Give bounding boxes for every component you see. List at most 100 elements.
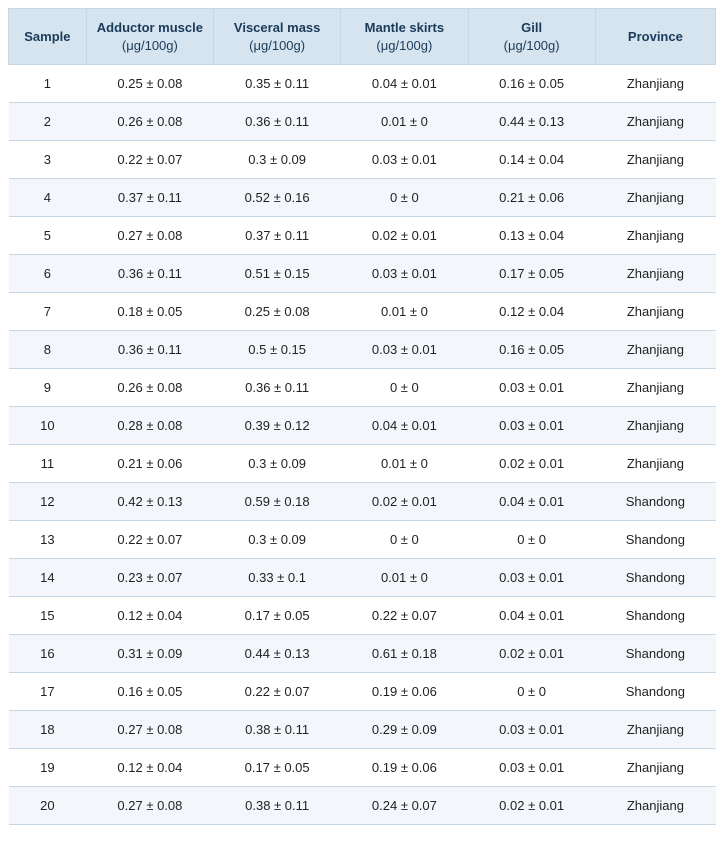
cell-gill: 0.17 ± 0.05 — [468, 255, 595, 293]
cell-province: Shandong — [595, 483, 715, 521]
col-header-gill: Gill (μg/100g) — [468, 9, 595, 65]
cell-gill: 0.03 ± 0.01 — [468, 711, 595, 749]
col-header-label: Visceral mass — [234, 20, 321, 35]
cell-mantle: 0.61 ± 0.18 — [341, 635, 468, 673]
cell-gill: 0.04 ± 0.01 — [468, 597, 595, 635]
cell-visceral: 0.36 ± 0.11 — [214, 369, 341, 407]
cell-province: Zhanjiang — [595, 179, 715, 217]
col-header-unit: (μg/100g) — [376, 38, 432, 53]
cell-visceral: 0.38 ± 0.11 — [214, 787, 341, 825]
cell-visceral: 0.33 ± 0.1 — [214, 559, 341, 597]
cell-mantle: 0.03 ± 0.01 — [341, 331, 468, 369]
cell-sample: 20 — [9, 787, 87, 825]
col-header-unit: (μg/100g) — [249, 38, 305, 53]
cell-mantle: 0.29 ± 0.09 — [341, 711, 468, 749]
cell-sample: 19 — [9, 749, 87, 787]
cell-province: Zhanjiang — [595, 103, 715, 141]
cell-visceral: 0.17 ± 0.05 — [214, 749, 341, 787]
cell-visceral: 0.3 ± 0.09 — [214, 445, 341, 483]
cell-adductor: 0.16 ± 0.05 — [86, 673, 213, 711]
cell-mantle: 0.24 ± 0.07 — [341, 787, 468, 825]
cell-province: Zhanjiang — [595, 293, 715, 331]
cell-sample: 16 — [9, 635, 87, 673]
cell-mantle: 0 ± 0 — [341, 179, 468, 217]
col-header-label: Mantle skirts — [365, 20, 444, 35]
table-row: 130.22 ± 0.070.3 ± 0.090 ± 00 ± 0Shandon… — [9, 521, 716, 559]
table-row: 170.16 ± 0.050.22 ± 0.070.19 ± 0.060 ± 0… — [9, 673, 716, 711]
cell-province: Zhanjiang — [595, 217, 715, 255]
cell-province: Shandong — [595, 521, 715, 559]
col-header-province: Province — [595, 9, 715, 65]
cell-adductor: 0.37 ± 0.11 — [86, 179, 213, 217]
cell-adductor: 0.18 ± 0.05 — [86, 293, 213, 331]
cell-sample: 17 — [9, 673, 87, 711]
cell-adductor: 0.36 ± 0.11 — [86, 331, 213, 369]
table-row: 80.36 ± 0.110.5 ± 0.150.03 ± 0.010.16 ± … — [9, 331, 716, 369]
cell-sample: 18 — [9, 711, 87, 749]
table-row: 90.26 ± 0.080.36 ± 0.110 ± 00.03 ± 0.01Z… — [9, 369, 716, 407]
table-row: 50.27 ± 0.080.37 ± 0.110.02 ± 0.010.13 ±… — [9, 217, 716, 255]
cell-adductor: 0.12 ± 0.04 — [86, 749, 213, 787]
cell-visceral: 0.38 ± 0.11 — [214, 711, 341, 749]
cell-sample: 5 — [9, 217, 87, 255]
cell-visceral: 0.22 ± 0.07 — [214, 673, 341, 711]
cell-province: Zhanjiang — [595, 255, 715, 293]
cell-mantle: 0.22 ± 0.07 — [341, 597, 468, 635]
cell-gill: 0 ± 0 — [468, 673, 595, 711]
table-body: 10.25 ± 0.080.35 ± 0.110.04 ± 0.010.16 ±… — [9, 65, 716, 825]
col-header-sample: Sample — [9, 9, 87, 65]
table-row: 30.22 ± 0.070.3 ± 0.090.03 ± 0.010.14 ± … — [9, 141, 716, 179]
cell-visceral: 0.17 ± 0.05 — [214, 597, 341, 635]
cell-sample: 13 — [9, 521, 87, 559]
table-header-row: Sample Adductor muscle (μg/100g) Viscera… — [9, 9, 716, 65]
col-header-unit: (μg/100g) — [122, 38, 178, 53]
cell-province: Shandong — [595, 635, 715, 673]
cell-province: Zhanjiang — [595, 749, 715, 787]
col-header-label: Gill — [521, 20, 542, 35]
col-header-label: Sample — [24, 29, 70, 44]
table-row: 20.26 ± 0.080.36 ± 0.110.01 ± 00.44 ± 0.… — [9, 103, 716, 141]
cell-mantle: 0.01 ± 0 — [341, 559, 468, 597]
cell-visceral: 0.37 ± 0.11 — [214, 217, 341, 255]
cell-sample: 15 — [9, 597, 87, 635]
cell-adductor: 0.27 ± 0.08 — [86, 711, 213, 749]
cell-gill: 0.03 ± 0.01 — [468, 749, 595, 787]
cell-adductor: 0.23 ± 0.07 — [86, 559, 213, 597]
table-row: 100.28 ± 0.080.39 ± 0.120.04 ± 0.010.03 … — [9, 407, 716, 445]
cell-gill: 0.03 ± 0.01 — [468, 369, 595, 407]
cell-sample: 2 — [9, 103, 87, 141]
cell-mantle: 0.03 ± 0.01 — [341, 141, 468, 179]
table-head: Sample Adductor muscle (μg/100g) Viscera… — [9, 9, 716, 65]
cell-mantle: 0.19 ± 0.06 — [341, 673, 468, 711]
cell-gill: 0.21 ± 0.06 — [468, 179, 595, 217]
cell-adductor: 0.21 ± 0.06 — [86, 445, 213, 483]
cell-gill: 0.02 ± 0.01 — [468, 445, 595, 483]
table-row: 60.36 ± 0.110.51 ± 0.150.03 ± 0.010.17 ±… — [9, 255, 716, 293]
cell-gill: 0.02 ± 0.01 — [468, 635, 595, 673]
table-row: 150.12 ± 0.040.17 ± 0.050.22 ± 0.070.04 … — [9, 597, 716, 635]
cell-visceral: 0.25 ± 0.08 — [214, 293, 341, 331]
cell-sample: 10 — [9, 407, 87, 445]
cell-province: Zhanjiang — [595, 787, 715, 825]
cell-sample: 12 — [9, 483, 87, 521]
cell-mantle: 0 ± 0 — [341, 369, 468, 407]
cell-visceral: 0.3 ± 0.09 — [214, 521, 341, 559]
table-row: 110.21 ± 0.060.3 ± 0.090.01 ± 00.02 ± 0.… — [9, 445, 716, 483]
cell-mantle: 0.01 ± 0 — [341, 103, 468, 141]
cell-sample: 14 — [9, 559, 87, 597]
cell-province: Zhanjiang — [595, 711, 715, 749]
cell-adductor: 0.25 ± 0.08 — [86, 65, 213, 103]
col-header-label: Adductor muscle — [97, 20, 203, 35]
cell-visceral: 0.39 ± 0.12 — [214, 407, 341, 445]
cell-gill: 0.16 ± 0.05 — [468, 65, 595, 103]
cell-province: Shandong — [595, 559, 715, 597]
cell-sample: 11 — [9, 445, 87, 483]
cell-visceral: 0.44 ± 0.13 — [214, 635, 341, 673]
cell-mantle: 0.19 ± 0.06 — [341, 749, 468, 787]
cell-gill: 0.44 ± 0.13 — [468, 103, 595, 141]
cell-adductor: 0.31 ± 0.09 — [86, 635, 213, 673]
tissue-data-table: Sample Adductor muscle (μg/100g) Viscera… — [8, 8, 716, 825]
table-row: 140.23 ± 0.070.33 ± 0.10.01 ± 00.03 ± 0.… — [9, 559, 716, 597]
cell-gill: 0.13 ± 0.04 — [468, 217, 595, 255]
cell-adductor: 0.27 ± 0.08 — [86, 787, 213, 825]
